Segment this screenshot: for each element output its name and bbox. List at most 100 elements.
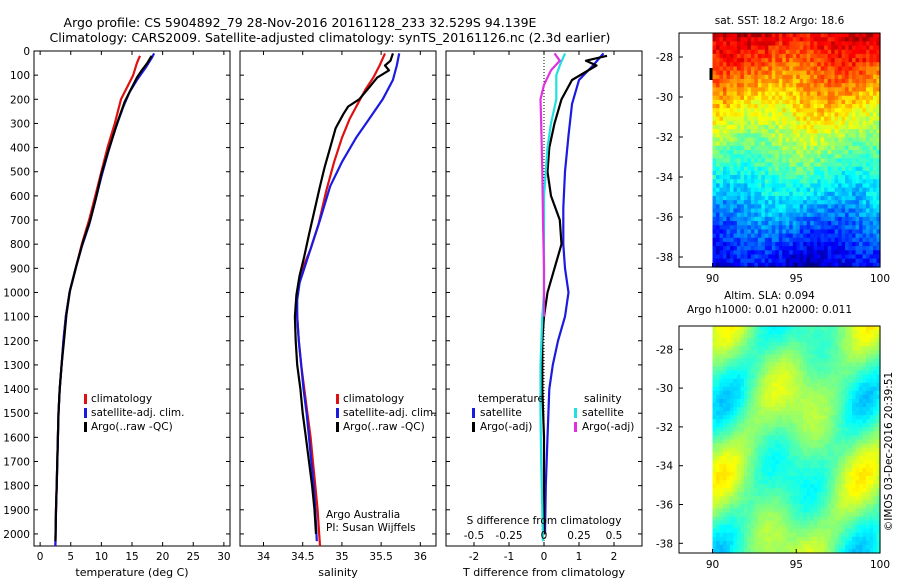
map-cell <box>810 120 815 126</box>
map-cell <box>778 524 783 530</box>
map-cell <box>740 195 745 201</box>
map-cell <box>834 108 839 113</box>
map-cell <box>747 45 752 51</box>
map-cell <box>764 467 769 473</box>
map-cell <box>736 258 742 264</box>
map-cell <box>796 492 801 497</box>
map-cell <box>820 250 825 256</box>
map-cell <box>810 423 815 428</box>
map-cell <box>761 524 766 530</box>
map-cell <box>789 95 794 101</box>
map-cell <box>726 150 731 155</box>
map-cell <box>782 241 787 247</box>
map-cell <box>827 366 832 372</box>
map-cell <box>845 246 850 251</box>
map-cell <box>736 179 742 185</box>
map-cell <box>743 484 748 489</box>
map-cell <box>747 137 752 143</box>
map-cell <box>873 104 878 109</box>
map-cell <box>722 471 728 477</box>
map-cell <box>799 435 804 441</box>
map-cell <box>715 504 721 510</box>
map-cell <box>729 532 735 538</box>
map-cell <box>747 390 752 396</box>
map-cell <box>862 41 867 47</box>
map-cell <box>862 74 867 80</box>
map-cell <box>726 99 731 105</box>
map-cell <box>775 370 780 376</box>
map-cell <box>810 386 815 392</box>
map-cell <box>771 195 776 201</box>
map-cell <box>838 338 843 343</box>
map-cell <box>747 262 752 268</box>
map-cell <box>796 191 801 197</box>
map-cell <box>806 528 811 534</box>
map-cell <box>810 108 815 113</box>
map-cell <box>747 229 752 235</box>
map-cell <box>715 95 721 101</box>
map-cell <box>747 342 752 347</box>
map-cell <box>733 87 738 93</box>
map-cell <box>824 338 829 343</box>
map-cell <box>775 500 780 505</box>
map-cell <box>799 150 804 155</box>
profile-panel-salinity: 34 34.5 35 35.5 36salinityclimatologysatelli… <box>239 50 437 579</box>
map-cell <box>726 475 731 481</box>
map-cell <box>775 431 780 437</box>
map-cell <box>810 258 815 264</box>
map-cell <box>729 124 735 130</box>
map-cell <box>719 237 724 243</box>
map-cell <box>722 342 728 347</box>
map-cell <box>820 124 825 130</box>
map-cell <box>754 508 759 514</box>
map-cell <box>771 158 776 164</box>
map-cell <box>771 488 776 493</box>
map-cell <box>733 467 738 473</box>
map-cell <box>782 435 787 441</box>
map-cell <box>768 120 773 126</box>
map-cell <box>775 326 780 331</box>
map-cell <box>810 191 815 197</box>
map-cell <box>736 528 742 534</box>
map-cell <box>771 183 776 189</box>
map-cell <box>806 484 811 489</box>
map-cell <box>768 221 773 226</box>
map-cell <box>834 104 839 109</box>
map-cell <box>852 170 857 176</box>
map-cell <box>820 488 825 493</box>
map-cell <box>855 129 860 134</box>
map-cell <box>778 191 783 197</box>
map-cell <box>729 459 735 465</box>
map-cell <box>761 37 766 42</box>
map-cell <box>827 354 832 360</box>
map-cell <box>712 83 717 88</box>
map-cell <box>813 492 818 497</box>
map-cell <box>810 241 815 247</box>
map-cell <box>775 447 780 453</box>
map-cell <box>733 233 738 239</box>
legend-swatch <box>472 408 475 418</box>
map-cell <box>873 87 878 93</box>
map-cell <box>768 204 773 210</box>
map-cell <box>750 58 755 63</box>
map-cell <box>817 520 822 526</box>
map-cell <box>831 398 836 404</box>
map-cell <box>722 83 728 88</box>
map-cell <box>827 137 832 143</box>
map-cell <box>834 443 839 449</box>
map-cell <box>855 208 860 214</box>
map-cell <box>740 431 745 437</box>
map-cell <box>813 195 818 201</box>
map-cell <box>824 141 829 147</box>
map-cell <box>810 354 815 360</box>
map-cell <box>855 104 860 109</box>
map-cell <box>761 326 766 331</box>
map-cell <box>757 237 762 243</box>
map-cell <box>813 145 818 151</box>
map-cell <box>743 435 748 441</box>
map-cell <box>775 258 780 264</box>
map-cell <box>743 394 748 400</box>
map-cell <box>810 95 815 101</box>
map-cell <box>775 480 780 485</box>
map-cell <box>824 166 829 172</box>
